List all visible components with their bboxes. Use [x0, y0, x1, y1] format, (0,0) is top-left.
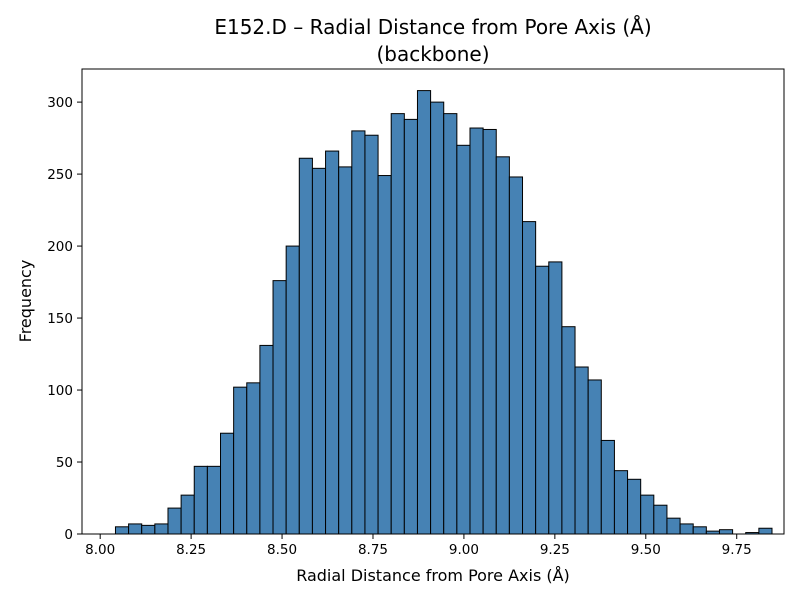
y-tick-label: 100 [47, 383, 73, 399]
histogram-bar [640, 494, 655, 535]
histogram-bar [272, 280, 287, 535]
x-tick-label: 9.75 [722, 542, 752, 558]
histogram-bar [141, 524, 156, 535]
x-tick-label: 8.75 [358, 542, 388, 558]
histogram-bar [613, 470, 629, 535]
y-axis-label: Frequency [16, 260, 35, 343]
histogram-bar [298, 157, 313, 535]
histogram-bar [666, 517, 681, 535]
y-tick-label: 250 [47, 167, 73, 183]
y-tick-label: 50 [56, 455, 73, 471]
histogram-bar [167, 507, 182, 535]
histogram-bar [587, 379, 602, 535]
histogram-bar [692, 526, 707, 535]
x-tick-label: 9.25 [540, 542, 570, 558]
histogram-bar [154, 523, 169, 535]
histogram-bar [456, 144, 471, 535]
histogram-bar [114, 526, 130, 535]
histogram-bar [180, 494, 195, 535]
histogram-bar [193, 465, 208, 535]
histogram-bar [430, 101, 445, 535]
x-tick-label: 8.50 [267, 542, 297, 558]
histogram-bar [351, 130, 366, 535]
histogram-bar [220, 432, 235, 535]
histogram-bar [508, 176, 524, 535]
histogram-bar [653, 504, 668, 535]
histogram-bar [482, 128, 497, 535]
histogram-bar [522, 221, 537, 535]
histogram-bar [561, 326, 576, 535]
histogram-bar [128, 523, 143, 535]
histogram-bar [679, 523, 694, 535]
histogram-bar [233, 386, 248, 535]
histogram-bar [390, 113, 405, 535]
histogram-bar [758, 527, 773, 535]
histogram-bar [338, 166, 353, 535]
x-axis-ticks: 8.00 8.25 8.50 8.75 9.00 9.25 9.50 9.75 [85, 534, 752, 558]
histogram-bar [469, 127, 484, 535]
x-axis-label: Radial Distance from Pore Axis (Å) [296, 566, 570, 585]
y-axis-ticks: 0 50 100 150 200 250 300 [47, 95, 82, 543]
x-tick-label: 8.00 [85, 542, 115, 558]
x-tick-label: 9.50 [631, 542, 661, 558]
histogram-bar [627, 478, 642, 535]
plot-area-frame [81, 68, 785, 535]
histogram-bar [416, 90, 432, 535]
histogram-bar [548, 261, 563, 535]
x-tick-label: 8.25 [176, 542, 206, 558]
histogram-bar [246, 382, 261, 535]
histogram-bars [114, 90, 773, 535]
y-tick-label: 0 [64, 527, 73, 543]
histogram-bar [495, 156, 510, 535]
y-tick-label: 150 [47, 311, 73, 327]
histogram-bar [325, 150, 340, 535]
histogram-bar [718, 529, 734, 535]
histogram-bar [364, 134, 379, 535]
chart-title-line1: E152.D – Radial Distance from Pore Axis … [214, 15, 651, 39]
histogram-bar [311, 167, 327, 535]
histogram-bar [535, 265, 550, 535]
histogram-bar [206, 465, 222, 535]
histogram-bar [259, 344, 274, 535]
histogram-bar [600, 439, 615, 535]
histogram-bar [377, 175, 392, 535]
y-tick-label: 300 [47, 95, 73, 111]
x-tick-label: 9.00 [449, 542, 479, 558]
histogram-bar [574, 366, 589, 535]
chart-title-line2: (backbone) [376, 42, 489, 66]
histogram-bar [403, 118, 418, 535]
histogram-bar [443, 113, 458, 535]
y-tick-label: 200 [47, 239, 73, 255]
histogram-bar [285, 245, 300, 535]
